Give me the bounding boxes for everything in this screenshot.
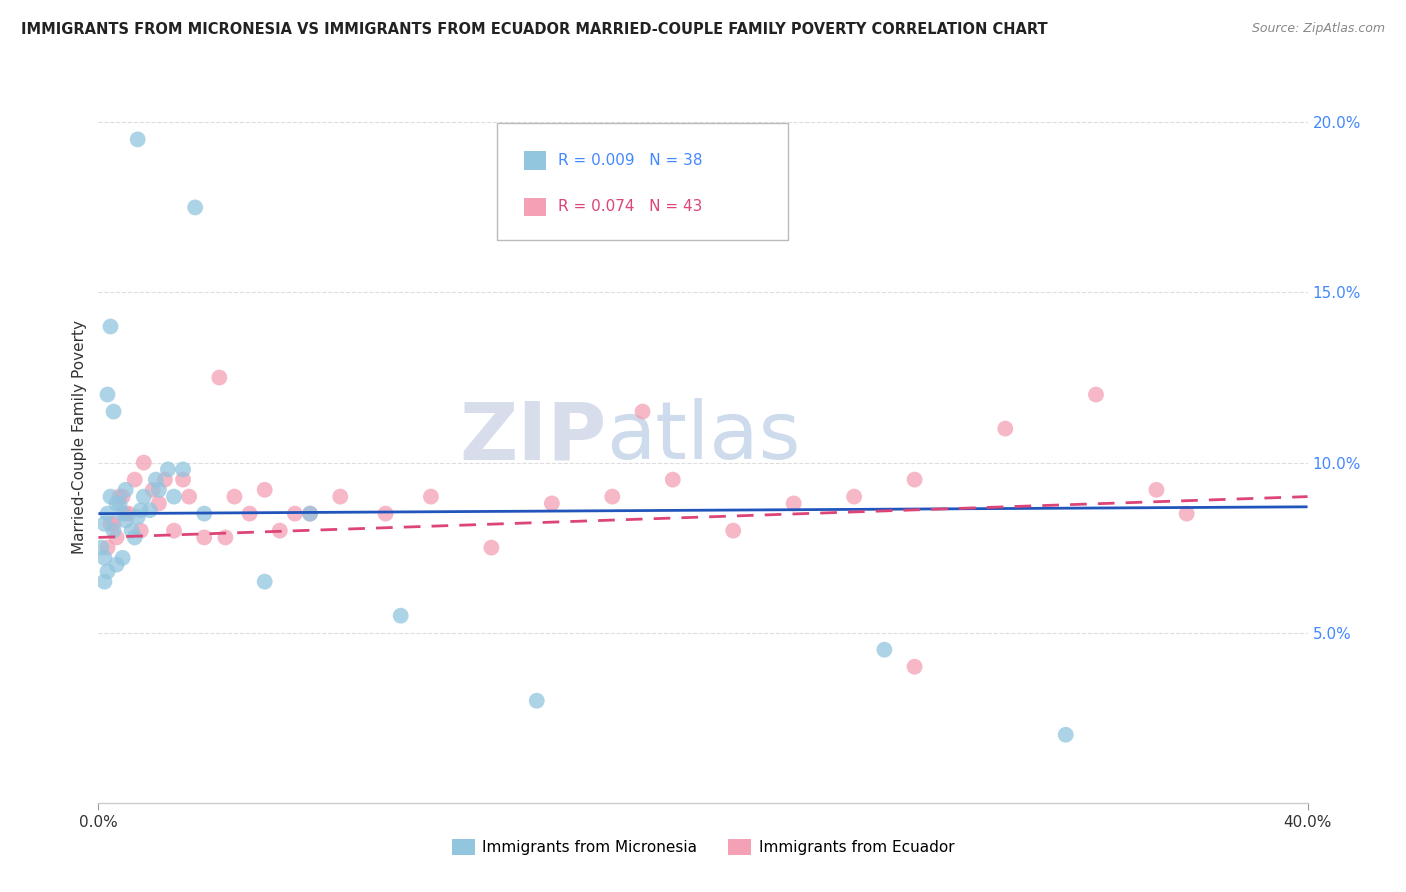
Point — [103, 516, 125, 531]
Point — [269, 524, 291, 538]
Point — [994, 421, 1017, 435]
Point — [481, 541, 503, 555]
Point — [526, 694, 548, 708]
Point — [299, 507, 322, 521]
Text: R = 0.074   N = 43: R = 0.074 N = 43 — [558, 199, 702, 214]
Point — [904, 659, 927, 673]
Point — [124, 531, 146, 545]
Point — [100, 490, 122, 504]
Point — [844, 490, 866, 504]
Point — [156, 462, 179, 476]
Point — [96, 507, 118, 521]
Point — [121, 524, 143, 538]
Point — [124, 473, 146, 487]
Point — [96, 565, 118, 579]
Point — [93, 516, 115, 531]
Point — [873, 642, 896, 657]
Text: IMMIGRANTS FROM MICRONESIA VS IMMIGRANTS FROM ECUADOR MARRIED-COUPLE FAMILY POVE: IMMIGRANTS FROM MICRONESIA VS IMMIGRANTS… — [21, 22, 1047, 37]
Point — [208, 370, 231, 384]
Point — [163, 524, 186, 538]
Point — [114, 507, 136, 521]
Point — [329, 490, 352, 504]
Point — [172, 462, 194, 476]
Point — [114, 513, 136, 527]
Point — [103, 404, 125, 418]
Point — [118, 507, 141, 521]
Point — [184, 201, 207, 215]
Point — [284, 507, 307, 521]
FancyBboxPatch shape — [498, 122, 787, 240]
Point — [374, 507, 396, 521]
Point — [224, 490, 246, 504]
Point — [111, 490, 134, 504]
Point — [93, 574, 115, 589]
Point — [96, 387, 118, 401]
Point — [540, 496, 562, 510]
Point — [103, 524, 125, 538]
Point — [132, 456, 155, 470]
Point — [127, 132, 149, 146]
Point — [96, 541, 118, 555]
Point — [108, 496, 131, 510]
Point — [299, 507, 322, 521]
Point — [783, 496, 806, 510]
Point — [100, 516, 122, 531]
Point — [127, 510, 149, 524]
Point — [179, 490, 201, 504]
Point — [253, 483, 276, 497]
Point — [148, 483, 170, 497]
Point — [111, 550, 134, 565]
Point — [90, 541, 112, 555]
Point — [105, 496, 128, 510]
Point — [132, 490, 155, 504]
Point — [129, 503, 152, 517]
Point — [389, 608, 412, 623]
Point — [1085, 387, 1108, 401]
Point — [602, 490, 624, 504]
Point — [420, 490, 443, 504]
Point — [148, 496, 170, 510]
Point — [1175, 507, 1198, 521]
Point — [153, 473, 176, 487]
Point — [904, 473, 927, 487]
Point — [108, 490, 131, 504]
Point — [163, 490, 186, 504]
Point — [114, 483, 136, 497]
Text: atlas: atlas — [606, 398, 800, 476]
Point — [142, 483, 165, 497]
Point — [239, 507, 262, 521]
Legend: Immigrants from Micronesia, Immigrants from Ecuador: Immigrants from Micronesia, Immigrants f… — [446, 833, 960, 861]
Point — [1054, 728, 1077, 742]
Point — [100, 319, 122, 334]
Bar — [524, 197, 546, 216]
Text: Source: ZipAtlas.com: Source: ZipAtlas.com — [1251, 22, 1385, 36]
Point — [172, 473, 194, 487]
Point — [145, 473, 167, 487]
Point — [631, 404, 654, 418]
Point — [193, 531, 215, 545]
Point — [105, 558, 128, 572]
Point — [193, 507, 215, 521]
Point — [1146, 483, 1168, 497]
Point — [105, 531, 128, 545]
Point — [111, 507, 134, 521]
Point — [139, 503, 162, 517]
Point — [93, 550, 115, 565]
Text: R = 0.009   N = 38: R = 0.009 N = 38 — [558, 153, 703, 168]
Y-axis label: Married-Couple Family Poverty: Married-Couple Family Poverty — [72, 320, 87, 554]
Point — [253, 574, 276, 589]
Text: ZIP: ZIP — [458, 398, 606, 476]
Point — [214, 531, 236, 545]
Point — [723, 524, 745, 538]
Bar — [524, 152, 546, 169]
Point — [129, 524, 152, 538]
Point — [661, 473, 683, 487]
